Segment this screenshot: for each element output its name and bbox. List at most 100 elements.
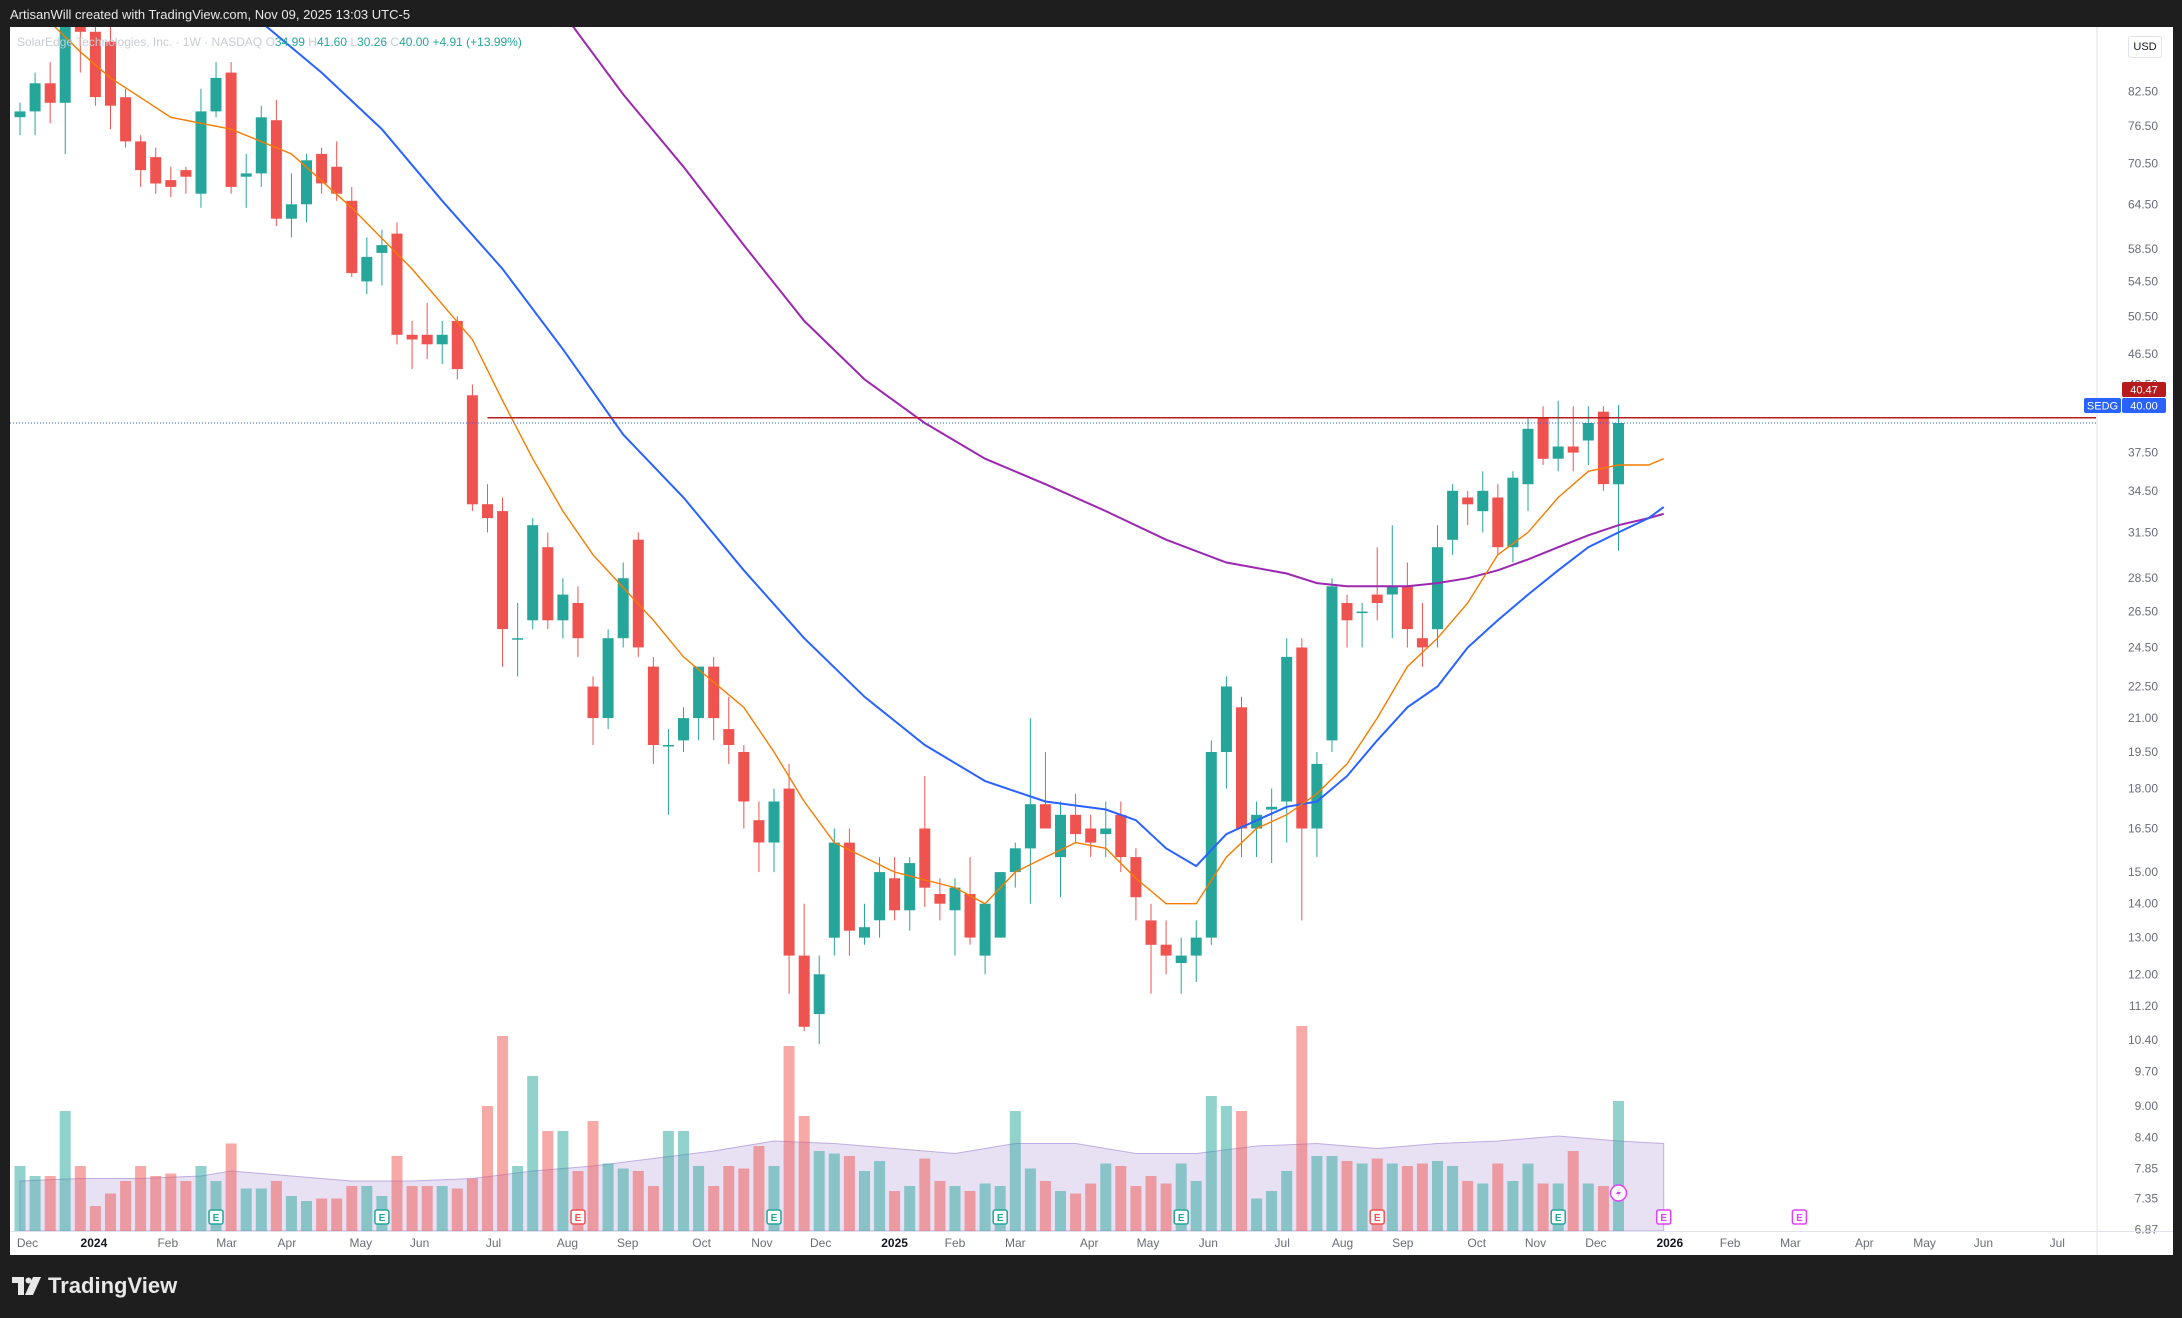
volume-bar (135, 1166, 147, 1231)
volume-bar (693, 1166, 705, 1231)
time-tick-label: Dec (1585, 1236, 1606, 1250)
price-tick-label: 8.40 (2135, 1131, 2159, 1145)
candle-body (1356, 611, 1368, 614)
candle-body (859, 927, 870, 938)
earnings-marker-icon[interactable]: E (1173, 1209, 1189, 1225)
volume-bar (44, 1176, 56, 1231)
volume-bar (1567, 1151, 1579, 1231)
candle-body (1371, 594, 1383, 603)
candle-body (301, 160, 312, 205)
candle-body (1582, 423, 1594, 441)
volume-bar (1582, 1183, 1594, 1231)
candle-body (1522, 428, 1534, 485)
credit-text: ArtisanWill created with TradingView.com… (10, 7, 411, 22)
candle-body (1462, 497, 1474, 505)
earnings-marker-icon[interactable]: E (992, 1209, 1008, 1225)
candle-body (617, 578, 629, 639)
earnings-marker-icon[interactable]: E (374, 1209, 390, 1225)
earnings-marker-letter: E (379, 1213, 386, 1224)
earnings-marker-icon[interactable]: E (1791, 1209, 1808, 1225)
time-tick-label: 2025 (881, 1236, 908, 1250)
candle-body (1205, 752, 1217, 938)
price-axis[interactable]: 82.50 76.50 70.50 64.50 58.50 54.50 50.50 46.50… (2096, 27, 2159, 1255)
open-value: 34.99 (274, 35, 305, 49)
currency-button[interactable]: USD (2128, 36, 2162, 58)
event-lightning-icon[interactable] (1609, 1184, 1628, 1202)
volume-bar (889, 1191, 901, 1231)
volume-bar (662, 1131, 674, 1231)
candle-body (602, 638, 614, 718)
volume-bar (1190, 1181, 1202, 1231)
earnings-marker-box (1655, 1209, 1672, 1225)
candle-body (979, 903, 991, 956)
price-tick-label: 10.40 (2128, 1033, 2158, 1047)
volume-bar (1266, 1191, 1278, 1231)
volume-bar (497, 1036, 509, 1231)
earnings-marker-box (1791, 1209, 1808, 1225)
candle-body (391, 233, 403, 335)
volume-bar (542, 1131, 554, 1231)
time-tick-label: Feb (157, 1236, 178, 1250)
volume-bar (391, 1156, 403, 1231)
volume-bar (617, 1168, 629, 1231)
candle-body (994, 872, 1006, 938)
candle-body (270, 120, 282, 219)
candle-body (1326, 586, 1338, 741)
price-tick-label: 82.50 (2128, 85, 2158, 99)
volume-bar (1492, 1163, 1504, 1231)
earnings-marker-icon[interactable]: E (766, 1209, 782, 1225)
earnings-marker-icon[interactable]: E (1550, 1209, 1566, 1225)
candle-body (1115, 814, 1127, 858)
volume-bar (768, 1166, 780, 1231)
candle-body (1266, 806, 1278, 810)
volume-bar (1507, 1181, 1519, 1231)
volume-bar (1416, 1163, 1428, 1231)
earnings-marker-icon[interactable]: E (1369, 1209, 1385, 1225)
volume-bar (105, 1193, 116, 1231)
volume-bar (331, 1198, 343, 1231)
candle-body (1341, 603, 1353, 621)
volume-bar (738, 1168, 750, 1231)
time-tick-label: May (1137, 1236, 1160, 1250)
earnings-marker-box (1369, 1209, 1385, 1225)
time-tick-label: Apr (278, 1236, 297, 1250)
volume-bar (210, 1181, 222, 1231)
candle-body (889, 878, 901, 911)
candle-body (632, 539, 644, 648)
time-tick-label: Mar (1005, 1236, 1026, 1250)
time-tick-label: Jul (2050, 1236, 2065, 1250)
volume-bar (1386, 1163, 1398, 1231)
candle-body (285, 204, 297, 219)
volume-bar (29, 1176, 41, 1231)
candle-body (1311, 763, 1323, 829)
earnings-marker-icon[interactable]: E (208, 1209, 224, 1225)
volume-bar (59, 1111, 71, 1231)
candle-body (1597, 411, 1609, 485)
time-tick-label: 2026 (1656, 1236, 1683, 1250)
volume-bar (316, 1198, 328, 1231)
candle-body (255, 117, 267, 174)
candle-body (105, 41, 116, 106)
volume-bar (1024, 1168, 1036, 1231)
price-tick-label: 24.50 (2128, 641, 2158, 655)
time-tick-label: Jun (410, 1236, 429, 1250)
candle-body (708, 666, 720, 719)
volume-bar (120, 1181, 132, 1231)
volume-bar (255, 1188, 267, 1231)
chart-panel[interactable]: 82.50 76.50 70.50 64.50 58.50 54.50 50.50 46.50… (10, 27, 2173, 1255)
candle-body (1039, 804, 1051, 829)
volume-bar (798, 1116, 810, 1231)
volume-bar (1085, 1183, 1097, 1231)
close-label: C (390, 35, 400, 49)
volume-bar (587, 1121, 599, 1231)
price-chart[interactable]: 82.50 76.50 70.50 64.50 58.50 54.50 50.50 46.50… (10, 27, 2173, 1255)
bottom-bar (0, 1255, 2182, 1318)
earnings-marker-icon[interactable]: E (1655, 1209, 1672, 1225)
time-axis[interactable]: Dec 2024 Feb Mar Apr May Jun Jul Aug Sep Oct Nov Dec… (10, 1231, 2173, 1251)
time-tick-label: Aug (557, 1236, 578, 1250)
earnings-marker-icon[interactable]: E (570, 1209, 586, 1225)
candle-body (240, 173, 252, 177)
candle-body (59, 27, 71, 103)
top-bar: ArtisanWill created with TradingView.com… (0, 0, 2182, 27)
